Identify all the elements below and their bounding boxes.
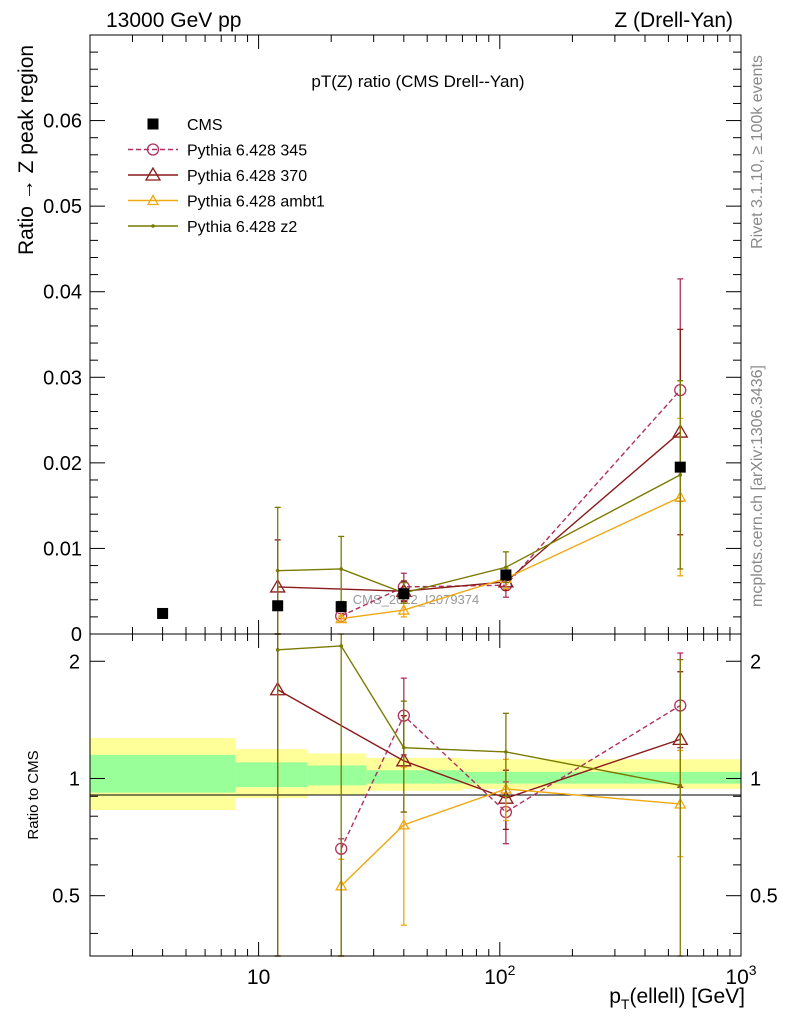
data-point [398,588,410,600]
y-tick-label: 0.5 [52,886,80,908]
legend: CMS Pythia 6.428 345 Pythia 6.428 370 Pythi… [128,117,325,236]
ratio-series-pythia-6-428-z2 [274,633,684,957]
main-y-axis-label: Ratio → Z peak region [15,45,38,255]
data-point [335,601,347,613]
data-point [504,750,508,754]
uncertainty-band-inner [90,754,236,793]
series-line [340,704,681,850]
legend-marker [147,118,159,130]
legend-label: Pythia 6.428 ambt1 [187,194,325,211]
main-title: pT(Z) ratio (CMS Drell--Yan) [311,72,524,91]
x-tick-label-base: 10 [484,966,507,989]
data-point [397,818,410,830]
legend-item-pythia-6-428-345: Pythia 6.428 345 [128,143,307,160]
legend-item-pythia-6-428-z2: Pythia 6.428 z2 [128,219,297,236]
legend-item-cms: CMS [147,117,223,134]
series-line [277,431,681,592]
series-line [277,474,681,594]
rivet-version-label: Rivet 3.1.10, ≥ 100k events [749,55,766,249]
legend-label: Pythia 6.428 370 [187,168,307,185]
y-tick-label: 2 [69,651,80,673]
uncertainty-band-inner [572,771,741,784]
legend-marker [144,166,162,181]
x-tick-label: 102 [484,962,515,989]
data-point [272,600,284,612]
data-point [157,607,169,619]
y-tick-label: 0.03 [43,367,82,389]
legend-marker [146,194,160,206]
legend-label: CMS [187,117,223,134]
data-point [500,569,512,581]
data-point [275,568,280,573]
ratio-y-axis-label: Ratio to CMS [25,750,42,839]
mcplots-label: mcplots.cern.ch [arXiv:1306.3436] [749,365,766,607]
data-point [678,473,683,477]
y-tick-label: 0.04 [43,282,82,304]
x-tick-label-exp: 2 [508,962,516,978]
ratio-frame [89,633,742,957]
data-point [275,648,280,652]
x-axis-label-p: p [609,985,621,1008]
data-point [339,567,343,571]
data-point [335,612,348,624]
series-cms [157,461,686,619]
x-axis-label: pT(ellell) [GeV] [609,985,745,1012]
y-tick-label: 1 [69,768,80,790]
data-point [339,644,343,648]
series-pythia-6-428-370 [269,328,689,635]
y-tick-label: 0.06 [43,111,82,133]
x-tick-label: 10 [247,966,270,989]
uncertainty-band-inner [462,771,573,784]
legend-label: Pythia 6.428 345 [187,143,307,160]
y-tick-label-right: 1 [750,768,761,790]
y-tick-label: 0.01 [43,538,82,560]
y-tick-label: 0.02 [43,453,82,475]
x-tick-label-base: 10 [725,966,748,989]
series-line [341,496,681,620]
data-point [397,603,410,615]
x-tick-label-exp: 3 [749,962,757,978]
watermark: CMS_2012_I2079374 [353,592,480,607]
y-tick-label-right: 2 [750,651,761,673]
legend-marker [146,143,160,156]
header-left: 13000 GeV pp [106,9,241,32]
ratio-series-pythia-6-428-345 [335,652,687,957]
uncertainty-band-inner [307,765,367,786]
legend-marker [151,224,155,228]
data-point [402,745,406,750]
series-line [340,788,681,887]
y-tick-label-right: 0.5 [750,886,778,908]
x-axis-label-rest: (ellell) [GeV] [629,985,745,1008]
legend-label: Pythia 6.428 z2 [187,219,297,236]
header-right: Z (Drell-Yan) [614,9,733,32]
data-point [504,565,508,570]
x-tick-label: 103 [725,962,756,989]
legend-item-pythia-6-428-370: Pythia 6.428 370 [128,166,307,185]
y-tick-label: 0 [71,624,82,646]
data-point [674,461,686,473]
uncertainty-band-inner [235,762,308,788]
main-panel: pT(Z) ratio (CMS Drell--Yan) CMS_2012_I2… [15,34,742,646]
legend-item-pythia-6-428-ambt1: Pythia 6.428 ambt1 [128,194,325,211]
x-axis-label-sub: T [621,996,630,1012]
data-point [678,783,683,788]
y-tick-label: 0.05 [43,196,82,218]
